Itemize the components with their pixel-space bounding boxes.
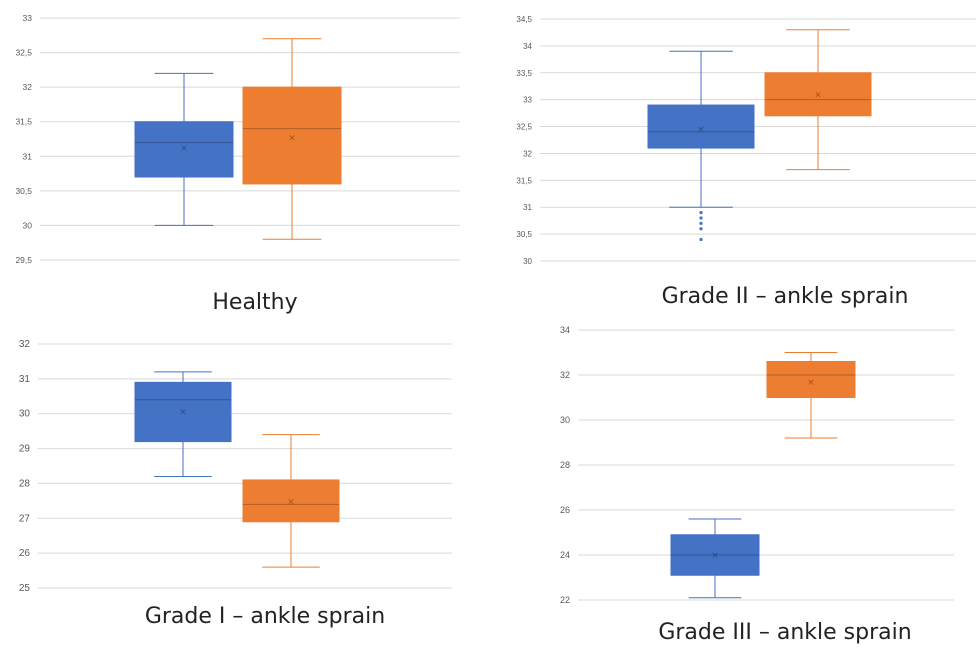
mean-marker: ×: [179, 407, 187, 417]
caption-grade-iii: Grade III – ankle sprain: [658, 620, 912, 645]
iqr-box: [134, 381, 232, 443]
y-tick-label: 24: [560, 550, 570, 560]
outlier-point: [699, 237, 703, 242]
y-tick-label: 31,5: [15, 117, 32, 127]
y-tick-label: 30: [523, 257, 532, 266]
iqr-box: [766, 361, 856, 398]
y-tick-label: 28: [19, 478, 31, 489]
y-tick-label: 31,5: [516, 176, 532, 185]
box-plot-svg: 22 24 26 28 30 32 34 × ×: [560, 325, 954, 605]
box-blue: ×: [134, 371, 232, 477]
iqr-box: [134, 121, 234, 178]
box-orange: ×: [242, 434, 340, 568]
box-orange: ×: [242, 38, 342, 240]
box-blue: ×: [670, 518, 760, 599]
y-tick-label: 33: [523, 96, 532, 105]
chart-grade-i: 25 26 27 28 29 30 31 32 × ×: [0, 328, 470, 603]
y-tick-label: 30: [19, 409, 31, 420]
y-tick-label: 29,5: [15, 255, 32, 265]
chart-grade-ii: 30 30,5 31 31,5 32 32,5 33 33,5 34 34,5 × ×: [488, 0, 977, 275]
caption-grade-ii: Grade II – ankle sprain: [661, 284, 909, 309]
iqr-box: [242, 479, 340, 523]
y-tick-label: 33: [23, 13, 33, 23]
y-tick-label: 30,5: [516, 230, 532, 239]
box-plot-svg: 30 30,5 31 31,5 32 32,5 33 33,5 34 34,5 × ×: [516, 15, 976, 266]
mean-marker: ×: [814, 90, 822, 100]
y-tick-label: 26: [560, 505, 570, 515]
y-tick-label: 33,5: [516, 69, 532, 78]
chart-grade-iii: 22 24 26 28 30 32 34 × ×: [488, 318, 977, 618]
y-tick-label: 32: [523, 149, 532, 158]
y-tick-label: 31: [23, 151, 33, 161]
outlier-point: [699, 216, 703, 220]
y-tick-label: 32: [560, 370, 570, 380]
box-plot-svg: 25 26 27 28 29 30 31 32 × ×: [19, 339, 452, 594]
y-tick-label: 31: [523, 203, 532, 212]
y-tick-label: 29: [19, 444, 31, 455]
y-tick-label: 34: [523, 42, 532, 51]
y-tick-label: 22: [560, 595, 570, 605]
box-blue: ×: [134, 72, 234, 226]
outlier-point: [699, 211, 703, 215]
box-orange: ×: [764, 29, 872, 171]
y-tick-label: 32,5: [15, 48, 32, 58]
iqr-box: [764, 72, 872, 117]
iqr-box: [670, 534, 760, 576]
y-tick-label: 34,5: [516, 15, 532, 24]
y-tick-label: 32: [23, 82, 33, 92]
y-tick-label: 31: [19, 374, 31, 385]
box-plot-svg: 29,5 30 30,5 31 31,5 32 32,5 33 × ×: [15, 13, 460, 265]
y-tick-label: 30: [560, 415, 570, 425]
y-tick-label: 34: [560, 325, 570, 335]
mean-marker: ×: [287, 498, 295, 508]
y-tick-label: 26: [19, 548, 31, 559]
mean-marker: ×: [288, 134, 296, 144]
iqr-box: [242, 86, 342, 185]
y-tick-label: 32,5: [516, 123, 532, 132]
box-orange: ×: [766, 352, 856, 439]
mean-marker: ×: [711, 551, 719, 561]
caption-grade-i: Grade I – ankle sprain: [144, 604, 386, 629]
y-tick-label: 32: [19, 339, 31, 350]
caption-healthy: Healthy: [212, 290, 298, 315]
y-tick-label: 28: [560, 460, 570, 470]
outlier-point: [699, 227, 703, 231]
mean-marker: ×: [697, 125, 705, 135]
mean-marker: ×: [180, 144, 188, 154]
y-tick-label: 25: [19, 583, 31, 594]
y-tick-label: 30: [23, 220, 33, 230]
y-tick-label: 27: [19, 513, 31, 524]
chart-healthy: 29,5 30 30,5 31 31,5 32 32,5 33 × ×: [0, 0, 470, 275]
outlier-point: [699, 221, 703, 225]
box-blue: ×: [647, 50, 755, 242]
mean-marker: ×: [807, 378, 815, 388]
iqr-box: [647, 104, 755, 149]
y-tick-label: 30,5: [15, 186, 32, 196]
